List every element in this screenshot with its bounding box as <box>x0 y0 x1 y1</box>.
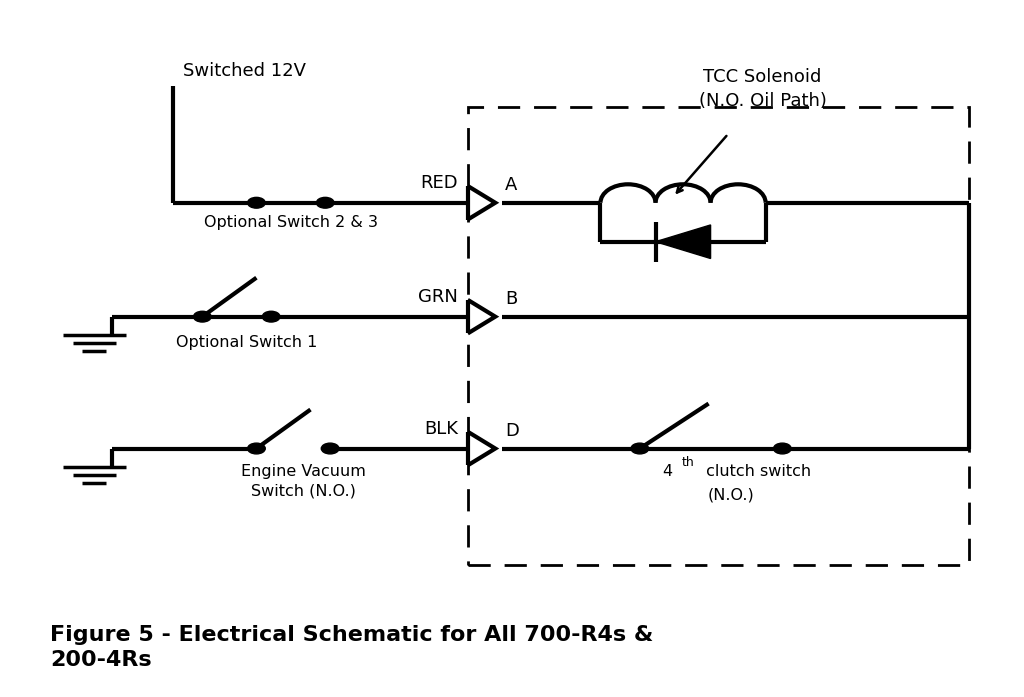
Polygon shape <box>655 225 711 259</box>
Text: th: th <box>682 456 694 468</box>
Circle shape <box>316 197 334 208</box>
Text: A: A <box>505 176 517 194</box>
Circle shape <box>248 443 265 454</box>
Text: (N.O. Oil Path): (N.O. Oil Path) <box>698 92 826 110</box>
Text: Engine Vacuum
Switch (N.O.): Engine Vacuum Switch (N.O.) <box>241 464 366 498</box>
Text: BLK: BLK <box>424 420 458 438</box>
Text: Switched 12V: Switched 12V <box>182 62 306 80</box>
Circle shape <box>773 443 792 454</box>
Text: GRN: GRN <box>418 288 458 306</box>
Text: Figure 5 - Electrical Schematic for All 700-R4s &
200-4Rs: Figure 5 - Electrical Schematic for All … <box>50 625 653 670</box>
Text: (N.O.): (N.O.) <box>708 487 754 503</box>
Text: Optional Switch 1: Optional Switch 1 <box>176 335 317 350</box>
Circle shape <box>322 443 339 454</box>
Circle shape <box>248 197 265 208</box>
Text: B: B <box>505 290 517 307</box>
Circle shape <box>631 443 648 454</box>
Circle shape <box>262 312 280 322</box>
Text: Optional Switch 2 & 3: Optional Switch 2 & 3 <box>204 215 378 230</box>
Text: RED: RED <box>420 174 458 192</box>
Text: D: D <box>505 422 519 440</box>
Text: clutch switch: clutch switch <box>701 464 811 479</box>
Text: 4: 4 <box>662 464 672 479</box>
Text: TCC Solenoid: TCC Solenoid <box>703 68 822 86</box>
Circle shape <box>194 312 211 322</box>
